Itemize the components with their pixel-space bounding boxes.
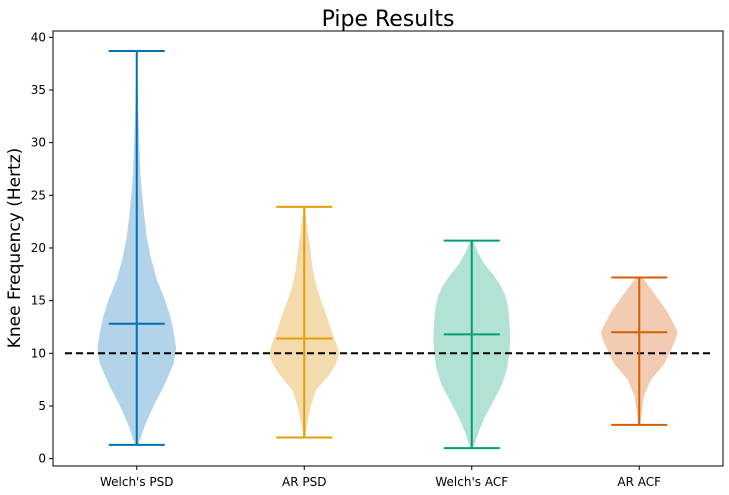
y-tick-label: 20: [31, 241, 46, 255]
y-tick-label: 10: [31, 346, 46, 360]
x-tick-label: Welch's PSD: [100, 475, 174, 489]
plot-frame: [52, 30, 724, 467]
y-tick-label: 40: [31, 30, 46, 44]
y-tick-label: 35: [31, 83, 46, 97]
violin-layer: [97, 51, 678, 449]
y-tick-label: 15: [31, 294, 46, 308]
x-tick-label: Welch's ACF: [435, 475, 508, 489]
x-tick-label: AR ACF: [617, 475, 661, 489]
y-tick-label: 30: [31, 136, 46, 150]
chart-title: Pipe Results: [322, 7, 455, 32]
y-tick-label: 25: [31, 188, 46, 202]
y-tick-label: 5: [38, 399, 46, 413]
x-tick-label: AR PSD: [282, 475, 326, 489]
axes-layer: 0 5 10 15 20 25 30 35 40 Welch's PSD AR PSD Welch's…: [31, 30, 724, 489]
y-axis-label: Knee Frequency (Hertz): [5, 148, 25, 349]
y-tick-label: 0: [38, 452, 46, 466]
whisker-layer: [108, 50, 668, 450]
